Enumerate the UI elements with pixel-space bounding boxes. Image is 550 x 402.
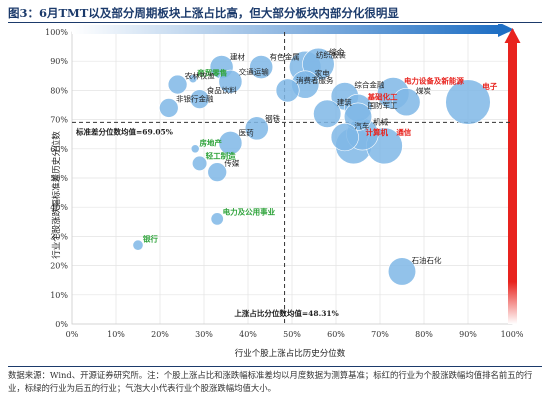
x-tick-label: 30% (195, 330, 213, 339)
bubble-point (249, 55, 274, 79)
bubble-label: 电力设备及新能源 (404, 76, 464, 86)
bubble-label: 有色金属 (270, 52, 300, 62)
x-tick-label: 60% (327, 330, 345, 339)
x-direction-arrow-body (72, 25, 498, 34)
y-tick-label: 70% (50, 116, 68, 125)
bubble-label: 国防军工 (368, 100, 398, 110)
source-footnote: 数据来源：Wind、开源证券研究所。注：个股上涨占比和涨跌幅标准差均以月度数据为… (8, 370, 533, 393)
y-tick-label: 30% (50, 232, 68, 241)
axis-arrows (72, 24, 521, 324)
bubble-label: 家电 (315, 68, 330, 78)
bubble-label: 非银行金融 (176, 94, 214, 104)
bubble-point (218, 131, 243, 155)
bubble-label: 电子 (482, 81, 497, 91)
bubble-label: 农林牧渔 (185, 70, 215, 80)
bubble-point (190, 144, 200, 154)
bubble-point (392, 88, 421, 117)
bubble-point (343, 102, 373, 131)
bubble-point (244, 116, 269, 141)
bubble-point (218, 69, 243, 94)
bubble-label: 钢铁 (265, 113, 280, 123)
reference-lines: 标准差分位数均值=69.05% 上涨占比分位数均值=48.31% (72, 32, 512, 324)
x-tick-label: 40% (239, 330, 257, 339)
bubble-point (387, 257, 417, 286)
bubble-chart: 标准差分位数均值=69.05% 上涨占比分位数均值=48.31% 纺织服装综合家电… (45, 24, 524, 359)
title-rule (8, 22, 542, 23)
x-axis-label: 行业个股上涨占比历史分位数 (235, 348, 346, 359)
horizontal-mean-label: 标准差分位数均值=69.05% (75, 126, 173, 136)
y-tick-label: 20% (50, 262, 68, 271)
y-tick-label: 80% (50, 86, 68, 95)
bubble-label: 交通运输 (239, 66, 269, 76)
x-tick-label: 10% (107, 330, 125, 339)
bubble-label: 房地产 (199, 138, 222, 148)
y-tick-label: 10% (50, 291, 68, 300)
bubble-label: 传媒 (224, 158, 239, 168)
x-tick-label: 50% (283, 330, 301, 339)
bubble-label: 计算机 (366, 127, 389, 137)
y-direction-arrow-body (508, 42, 517, 324)
bubble-label: 商贸零售 (197, 67, 227, 77)
bubble-point (167, 74, 188, 95)
bubble-label: 纺织服装 (316, 49, 346, 59)
bubble-label: 石油石化 (412, 255, 442, 265)
bubble-label: 建材 (230, 52, 245, 62)
footer-rule (8, 366, 542, 367)
bubble-point (188, 74, 198, 84)
bubble-point (192, 155, 208, 171)
bubble-label: 基础化工 (367, 91, 398, 101)
y-tick-label: 60% (50, 145, 68, 154)
bubble-point (275, 78, 300, 103)
bubble-label: 银行 (143, 233, 158, 243)
bubble-point (313, 99, 342, 128)
figure-title: 图3：6月TMT以及部分周期板块上涨占比高，但大部分板块内部分化很明显 (8, 6, 399, 20)
y-tick-label: 40% (50, 203, 68, 212)
bubble-label: 煤炭 (416, 86, 431, 96)
tick-labels: 0% 10% 20% 30% 40% 50% 60% 70% 80% 90% 100% 0% 10% 20… (45, 28, 524, 339)
bubble-label: 建筑 (337, 97, 352, 107)
bubble-point (210, 212, 224, 226)
y-tick-label: 50% (50, 174, 68, 183)
bubble-point (132, 239, 144, 251)
bubble-label: 综合金融 (354, 80, 384, 90)
bubble-label: 电力及公用事业 (223, 206, 276, 216)
x-tick-label: 90% (459, 330, 477, 339)
x-tick-label: 80% (415, 330, 433, 339)
bubble-label: 机械 (373, 116, 388, 126)
bubble-label: 食品饮料 (207, 85, 237, 95)
bubble-label: 汽车 (354, 121, 369, 131)
vertical-mean-label: 上涨占比分位数均值=48.31% (234, 308, 338, 318)
x-tick-label: 70% (371, 330, 389, 339)
bubble-point (207, 162, 227, 182)
x-direction-arrow-head (498, 24, 514, 37)
y-tick-label: 90% (50, 57, 68, 66)
y-tick-label: 100% (45, 28, 68, 37)
bubble-point (159, 98, 179, 118)
bubble-point (189, 89, 210, 109)
x-tick-label: 20% (151, 330, 169, 339)
bubble-point (330, 123, 359, 152)
bubble-label: 轻工制造 (206, 150, 236, 160)
y-tick-label: 0% (55, 320, 68, 329)
bubble-point (445, 79, 491, 125)
bubbles (132, 47, 491, 286)
bubble-label: 医药 (239, 128, 254, 138)
y-axis-label: 行业个股涨跌幅标准差历史分位数 (51, 131, 62, 259)
bubble-label: 综合 (329, 46, 344, 56)
x-tick-label: 100% (501, 330, 524, 339)
y-direction-arrow-head (504, 28, 521, 43)
x-tick-label: 0% (66, 330, 79, 339)
bubble-label: 通信 (396, 127, 411, 137)
bubble-label: 消费者服务 (296, 75, 334, 85)
